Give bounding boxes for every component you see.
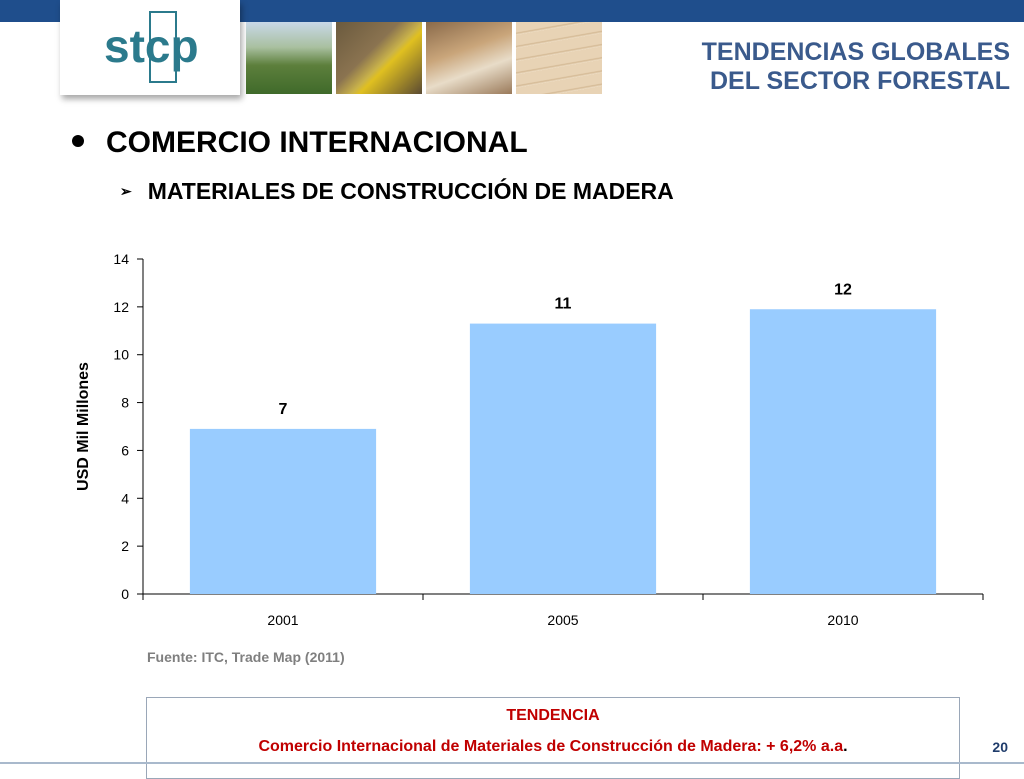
forest-photo-icon <box>246 22 332 94</box>
y-tick-label: 4 <box>121 490 129 506</box>
x-tick-label: 2001 <box>267 612 298 628</box>
footer-line <box>0 762 1024 764</box>
main-heading: COMERCIO INTERNACIONAL <box>72 126 528 160</box>
data-label-2001: 7 <box>279 401 288 418</box>
chart-source: Fuente: ITC, Trade Map (2011) <box>147 649 345 665</box>
wood-panels-photo-icon <box>516 22 602 94</box>
y-tick-label: 10 <box>113 347 129 363</box>
trend-title: TENDENCIA <box>506 707 600 724</box>
trend-box: TENDENCIA Comercio Internacional de Mate… <box>146 697 960 779</box>
y-tick-label: 0 <box>121 586 129 602</box>
header-title-line-1: TENDENCIAS GLOBALES <box>701 38 1010 66</box>
x-tick-label: 2005 <box>547 612 578 628</box>
data-label-2010: 12 <box>834 281 852 298</box>
header-photo-strip <box>246 22 602 94</box>
bullet-icon <box>72 135 84 147</box>
top-banner-bar <box>0 0 1024 22</box>
main-heading-text: COMERCIO INTERNACIONAL <box>106 126 528 159</box>
header-title-line-2: DEL SECTOR FORESTAL <box>709 67 1010 95</box>
x-tick-label: 2010 <box>827 612 858 628</box>
sub-heading-text: MATERIALES DE CONSTRUCCIÓN DE MADERA <box>147 178 674 204</box>
bar-2005 <box>469 323 657 594</box>
harvester-photo-icon <box>336 22 422 94</box>
stcp-logo-icon: stcp <box>104 11 199 83</box>
stcp-logo: stcp <box>60 0 240 95</box>
bar-2010 <box>749 309 937 594</box>
y-tick-label: 8 <box>121 395 129 411</box>
data-label-2005: 11 <box>555 296 572 313</box>
bar-2001 <box>189 428 377 594</box>
page-number: 20 <box>992 739 1008 755</box>
trend-text-body: Comercio Internacional de Materiales de … <box>258 738 844 755</box>
y-tick-label: 2 <box>121 538 129 554</box>
y-tick-label: 12 <box>113 299 129 315</box>
y-tick-label: 14 <box>113 251 129 267</box>
sawmill-photo-icon <box>426 22 512 94</box>
trend-text: Comercio Internacional de Materiales de … <box>147 738 959 756</box>
y-axis-label: USD Mil Millones <box>75 362 92 491</box>
trend-text-dot: . <box>843 738 848 755</box>
svg-text:stcp: stcp <box>104 20 199 72</box>
sub-heading: ➢ MATERIALES DE CONSTRUCCIÓN DE MADERA <box>120 178 674 205</box>
slide-header-title: TENDENCIAS GLOBALES DEL SECTOR FORESTAL <box>702 38 1010 96</box>
y-tick-label: 6 <box>121 442 129 458</box>
arrow-bullet-icon: ➢ <box>120 183 132 199</box>
